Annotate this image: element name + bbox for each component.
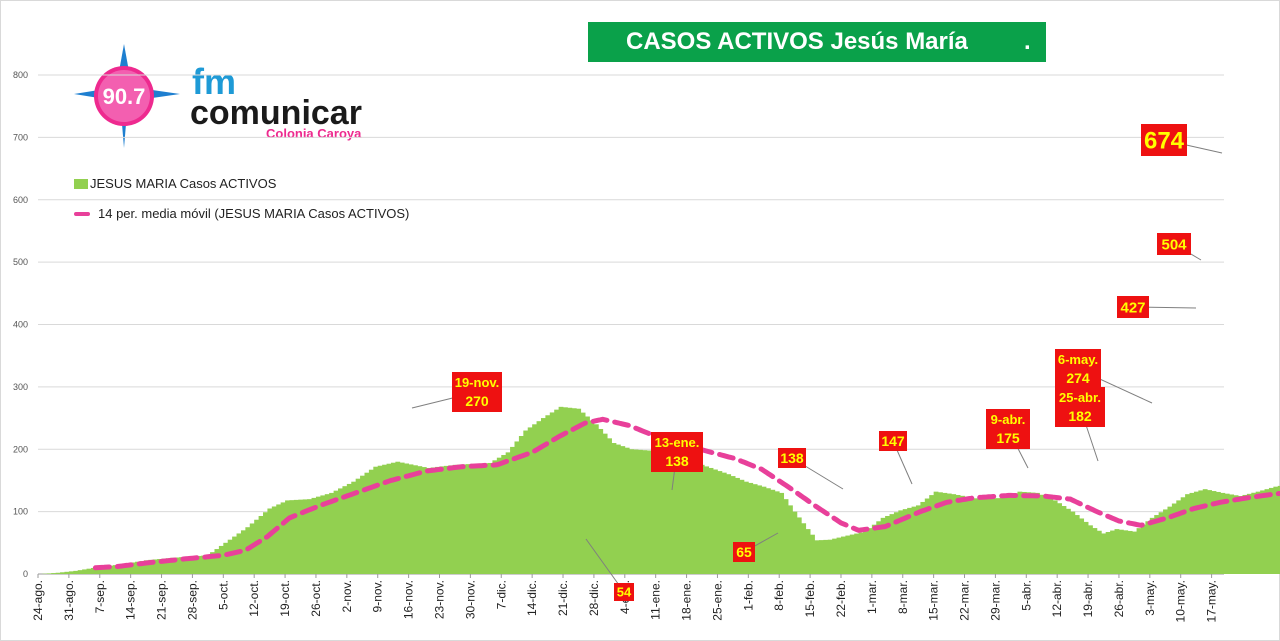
legend-bar-label: JESUS MARIA Casos ACTIVOS <box>90 176 277 191</box>
logo-brand-sub: Colonia Caroya <box>266 126 362 141</box>
logo-frequency: 90.7 <box>103 84 146 109</box>
legend-item-line: 14 per. media móvil (JESUS MARIA Casos A… <box>74 206 409 221</box>
chart-title-box: CASOS ACTIVOS Jesús María . <box>588 22 1046 62</box>
legend-bar-swatch <box>74 178 88 189</box>
chart-title: CASOS ACTIVOS Jesús María <box>626 28 968 55</box>
legend-line-swatch <box>74 211 90 216</box>
legend-item-bars: JESUS MARIA Casos ACTIVOS <box>74 176 276 191</box>
logo-brand-comunicar: comunicar <box>190 94 362 132</box>
chart-title-suffix: . <box>1024 28 1031 55</box>
logo-brand-fm: fm <box>192 61 236 102</box>
fm-comunicar-logo: 90.7 fm comunicar Colonia Caroya <box>74 44 362 148</box>
legend-line-label: 14 per. media móvil (JESUS MARIA Casos A… <box>98 206 410 221</box>
